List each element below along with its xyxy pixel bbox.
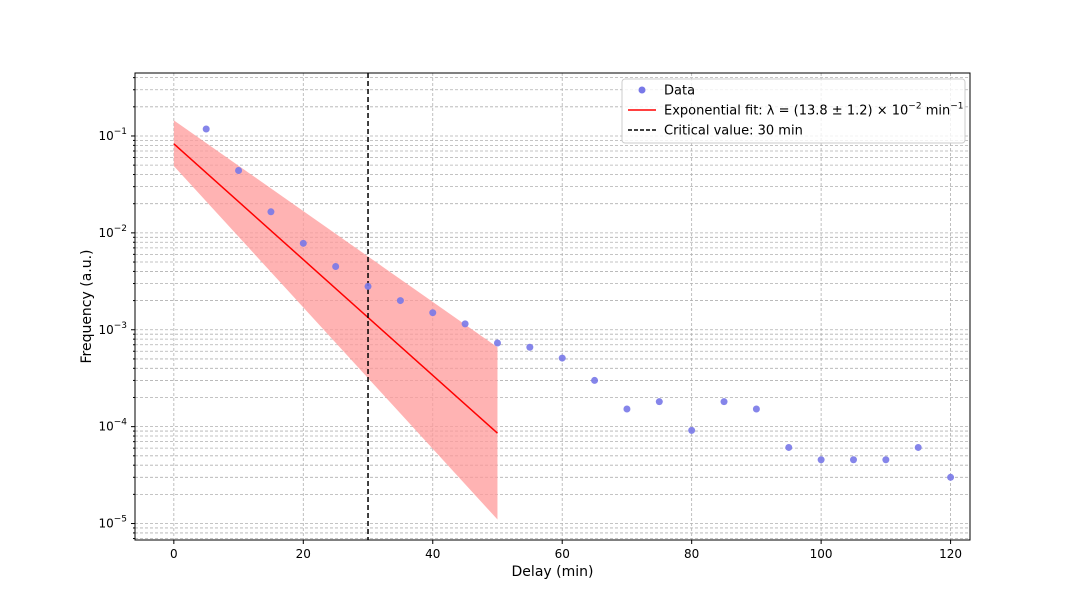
data-point <box>493 339 501 347</box>
legend-label-fit-unit: min <box>922 104 951 119</box>
data-point <box>429 309 437 317</box>
data-points-layer <box>202 125 955 481</box>
data-point <box>849 456 857 464</box>
x-tick-label: 60 <box>555 547 570 561</box>
legend-label-fit: Exponential fit: λ = (13.8 ± 1.2) × 10−2… <box>664 102 964 119</box>
x-tick-label: 40 <box>425 547 440 561</box>
legend-label-fit-unit-exp: −1 <box>950 102 963 112</box>
y-tick-label: 10−5 <box>98 515 127 531</box>
data-point <box>364 282 372 290</box>
fit-band-layer <box>173 120 498 520</box>
data-point <box>202 125 210 133</box>
legend-box <box>621 78 966 144</box>
y-axis-label: Frequency (a.u.) <box>79 249 95 363</box>
ticks-layer: 0 20 40 60 80 100 120 10−1 10−2 10−3 10−4 10−5 <box>98 77 962 561</box>
data-point <box>623 405 631 413</box>
x-tick-label: 20 <box>296 547 311 561</box>
legend-label-data: Data <box>664 84 695 99</box>
legend-marker-data <box>638 86 646 94</box>
fit-confidence-band <box>173 120 498 520</box>
fit-line-layer <box>173 143 498 434</box>
data-point <box>591 376 599 384</box>
y-tick-label: 10−2 <box>98 224 127 240</box>
data-point <box>947 473 955 481</box>
legend-label-critical: Critical value: 30 min <box>664 124 803 139</box>
data-point <box>688 426 696 434</box>
data-point <box>817 456 825 464</box>
y-tick-label: 10−1 <box>98 127 127 143</box>
data-point <box>299 239 307 247</box>
legend-label-fit-exp: −2 <box>908 102 921 112</box>
data-point <box>332 262 340 270</box>
data-point <box>720 398 728 406</box>
data-point <box>914 443 922 451</box>
data-point <box>267 208 275 216</box>
x-tick-label: 120 <box>939 547 962 561</box>
data-point <box>752 405 760 413</box>
grid-minor <box>135 77 970 539</box>
data-point <box>785 443 793 451</box>
y-tick-label: 10−3 <box>98 321 127 337</box>
legend-label-fit-main: Exponential fit: λ = (13.8 ± 1.2) × 10 <box>664 104 908 119</box>
x-axis-label: Delay (min) <box>512 564 594 580</box>
data-point <box>655 398 663 406</box>
fit-line <box>173 143 498 434</box>
x-tick-label: 100 <box>810 547 833 561</box>
data-point <box>461 320 469 328</box>
data-point <box>882 456 890 464</box>
y-tick-label: 10−4 <box>98 418 127 434</box>
data-point <box>558 354 566 362</box>
data-point <box>526 343 534 351</box>
x-tick-label: 0 <box>170 547 178 561</box>
data-point <box>396 297 404 305</box>
legend: Data Exponential fit: λ = (13.8 ± 1.2) ×… <box>621 78 966 144</box>
x-tick-label: 80 <box>684 547 699 561</box>
data-point <box>235 167 243 175</box>
plot-frame <box>134 72 971 541</box>
